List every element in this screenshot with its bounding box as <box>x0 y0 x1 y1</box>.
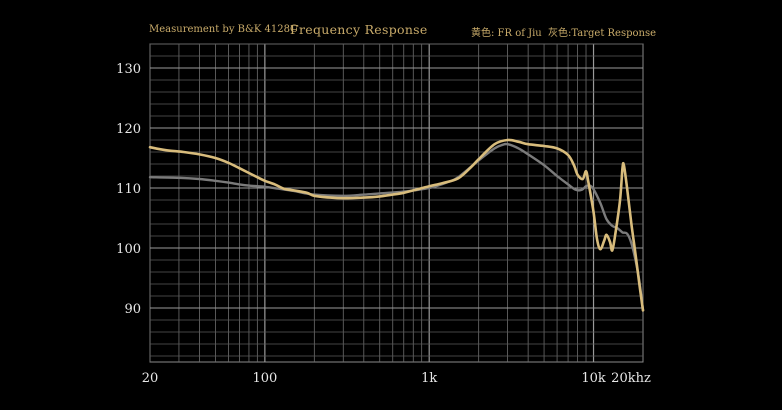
legend-fr-label: 黄色: FR of Jiu <box>471 28 542 39</box>
grid <box>149 43 644 363</box>
x-tick-label: 20 <box>142 371 159 386</box>
x-tick-label: 1k <box>421 371 437 386</box>
y-tick-label: 120 <box>116 122 141 137</box>
x-tick-label: 20khz <box>611 371 651 386</box>
x-tick-label: 10k <box>581 371 606 386</box>
series-lines <box>148 138 645 312</box>
y-tick-label: 130 <box>116 62 141 77</box>
series-line-target <box>148 142 645 312</box>
legend-target-label: 灰色:Target Response <box>548 28 657 39</box>
x-tick-label: 100 <box>252 371 277 386</box>
y-tick-label: 100 <box>116 242 141 257</box>
y-tick-label: 110 <box>116 182 141 197</box>
y-tick-label: 90 <box>124 302 141 317</box>
measurement-note: Measurement by B&K 4128C <box>149 24 298 35</box>
series-line-fr <box>148 138 645 312</box>
tick-labels: 90 100 110 120 130 20 100 1k 10k 20khz <box>116 62 651 386</box>
chart-title: Frequency Response <box>290 22 428 37</box>
